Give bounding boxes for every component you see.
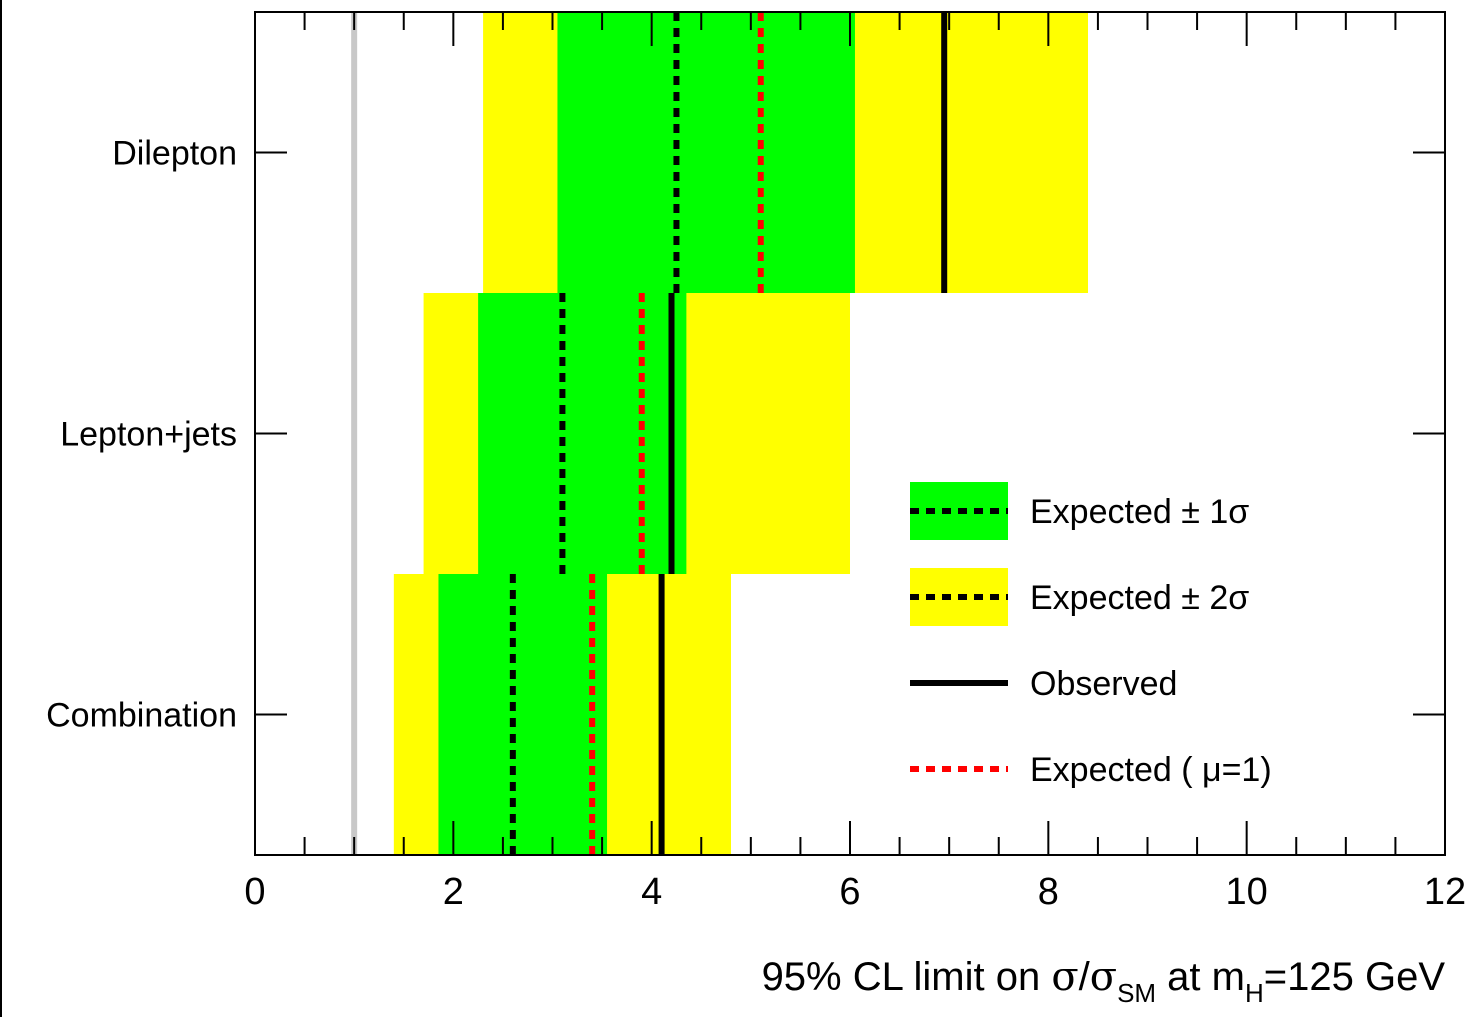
x-tick-label-5: 10 [1226, 871, 1268, 913]
category-label-2: Combination [46, 697, 237, 735]
band-1sigma-1 [478, 293, 687, 574]
legend-label-observed: Observed [1030, 665, 1177, 703]
category-label-0: Dilepton [112, 135, 237, 173]
lines-layer [351, 12, 948, 855]
x-tick-label-2: 4 [641, 871, 662, 913]
labels-layer: Dilepton Lepton+jets Combination 0 2 4 6 8 10 12 [46, 135, 1466, 914]
x-tick-label-3: 6 [839, 871, 860, 913]
band-1sigma-2 [438, 574, 608, 855]
category-label-1: Lepton+jets [60, 416, 237, 454]
x-tick-label-0: 0 [244, 871, 265, 913]
legend-label-expected_mu: Expected ( μ=1) [1030, 751, 1272, 789]
x-tick-label-1: 2 [443, 871, 464, 913]
legend: Expected ± 1σ Expected ± 2σ Observed Expect… [910, 482, 1272, 789]
legend-label-two_sigma: Expected ± 2σ [1030, 579, 1249, 617]
bands-layer [393, 12, 1088, 855]
legend-label-one_sigma: Expected ± 1σ [1030, 493, 1249, 531]
band-1sigma-0 [557, 12, 855, 293]
x-axis-title: 95% CL limit on σ/σSM at mH=125 GeV [762, 954, 1446, 1008]
ticks-layer [254, 12, 1446, 855]
x-tick-label-4: 8 [1038, 871, 1059, 913]
x-tick-label-6: 12 [1424, 871, 1466, 913]
